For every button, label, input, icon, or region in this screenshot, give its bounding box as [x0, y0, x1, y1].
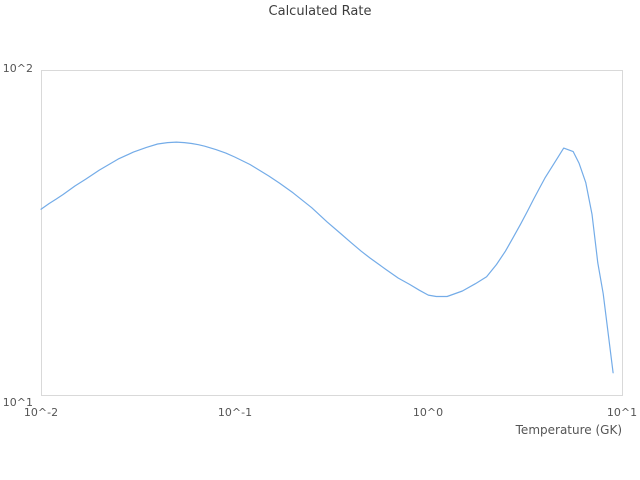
x-tick-label-0p01: 10^-2: [23, 406, 59, 419]
x-tick-label-0p1: 10^-1: [217, 406, 253, 419]
rate-curve: [40, 141, 614, 374]
x-tick-label-10: 10^1: [606, 406, 638, 419]
plot-area-border: [41, 70, 623, 396]
chart-title: Calculated Rate: [268, 4, 372, 19]
x-axis-title: Temperature (GK): [515, 423, 622, 437]
y-tick-label-10: 10^1: [2, 396, 33, 409]
x-tick-label-1: 10^0: [412, 406, 444, 419]
y-tick-label-100: 10^2: [2, 62, 33, 75]
